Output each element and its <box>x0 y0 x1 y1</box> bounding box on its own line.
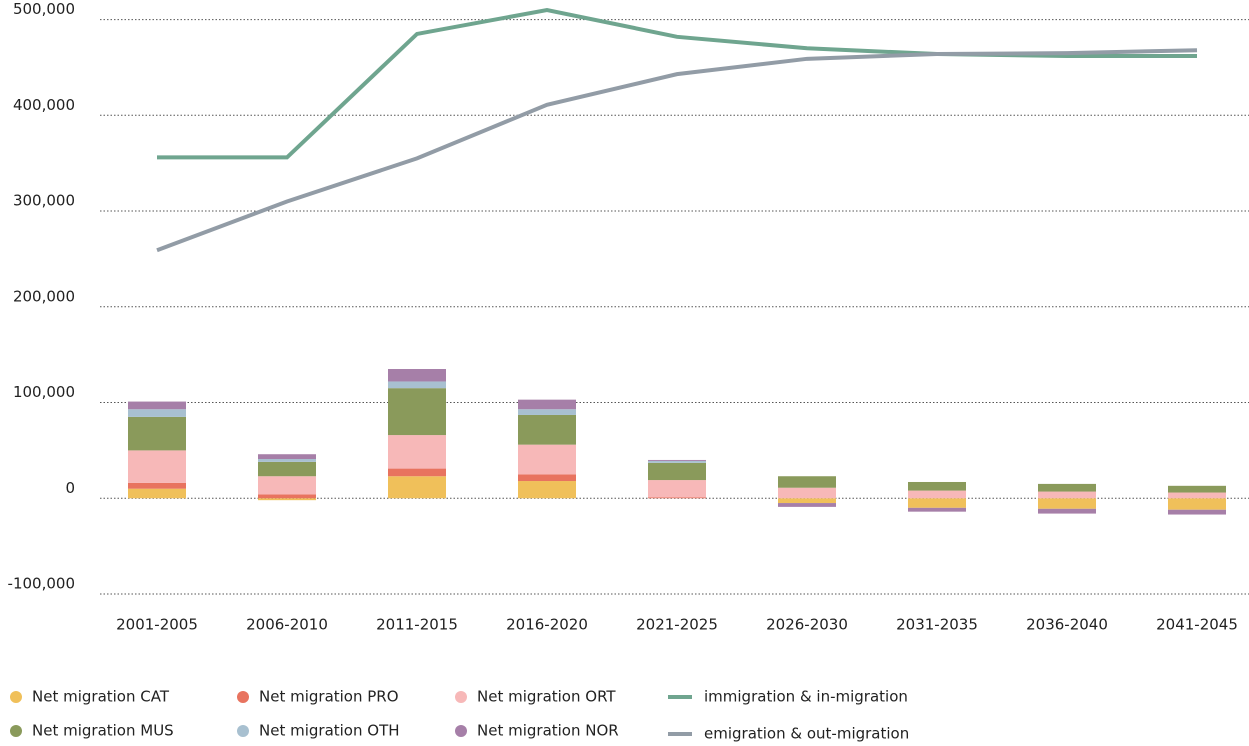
x-tick-label: 2041-2045 <box>1156 616 1238 634</box>
bar-segment <box>518 474 576 482</box>
x-tick-label: 2001-2005 <box>116 616 198 634</box>
bar-segment <box>648 459 706 461</box>
bar-segment <box>388 468 446 477</box>
x-tick-label: 2021-2025 <box>636 616 718 634</box>
legend-label: Net migration MUS <box>32 722 174 740</box>
bar-segment <box>778 498 836 504</box>
bar-segment <box>128 401 186 410</box>
bar-segment <box>128 409 186 417</box>
bar-segment <box>778 503 836 507</box>
bar-segment <box>648 460 706 463</box>
bar-segment <box>128 488 186 499</box>
y-tick-label: 400,000 <box>13 96 75 114</box>
legend-marker <box>10 691 22 703</box>
bar-segment <box>258 461 316 477</box>
bar-segment <box>1168 492 1226 499</box>
x-tick-label: 2006-2010 <box>246 616 328 634</box>
bar-segment <box>1038 491 1096 499</box>
bar-segment <box>388 435 446 469</box>
bar-segment <box>128 450 186 483</box>
bar-segment <box>1168 509 1226 515</box>
legend-label: Net migration PRO <box>259 688 399 706</box>
legend-label: Net migration ORT <box>477 688 616 706</box>
x-tick-label: 2011-2015 <box>376 616 458 634</box>
y-tick-label: -100,000 <box>8 575 75 593</box>
bar-segment <box>778 476 836 488</box>
legend-label: immigration & in-migration <box>704 688 908 706</box>
y-tick-label: 100,000 <box>13 383 75 401</box>
legend-label: Net migration OTH <box>259 722 400 740</box>
bar-segment <box>648 497 706 499</box>
bar-segment <box>388 476 446 499</box>
bar-segment <box>908 490 966 499</box>
bar-segment <box>258 498 316 501</box>
legend-label: Net migration CAT <box>32 688 170 706</box>
x-tick-label: 2036-2040 <box>1026 616 1108 634</box>
bar-segment <box>388 369 446 382</box>
bar-segment <box>1168 485 1226 493</box>
legend-label: Net migration NOR <box>477 722 619 740</box>
bar-segment <box>128 482 186 489</box>
bar-segment <box>388 381 446 389</box>
legend-marker <box>455 691 467 703</box>
legend-marker <box>237 691 249 703</box>
bar-segment <box>518 409 576 415</box>
line <box>157 7 1197 160</box>
bar-segment <box>388 388 446 436</box>
x-tick-label: 2016-2020 <box>506 616 588 634</box>
bar-segment <box>1168 498 1226 510</box>
bar-segment <box>258 459 316 462</box>
bar-segment <box>648 462 706 481</box>
bar-segment <box>258 454 316 460</box>
y-tick-label: 0 <box>65 479 75 497</box>
bar-segment <box>518 414 576 445</box>
bar-segment <box>128 416 186 451</box>
bar-segment <box>1038 483 1096 492</box>
y-tick-label: 300,000 <box>13 192 75 210</box>
legend-marker <box>455 725 467 737</box>
line <box>156 48 1198 253</box>
y-tick-label: 500,000 <box>13 0 75 18</box>
bar-segment <box>908 481 966 491</box>
bar-segment <box>258 494 316 499</box>
x-tick-label: 2031-2035 <box>896 616 978 634</box>
legend-marker <box>237 725 249 737</box>
bar-segment <box>1038 508 1096 514</box>
bar-segment <box>778 487 836 499</box>
bar-segment <box>648 480 706 498</box>
legend-label: emigration & out-migration <box>704 725 909 743</box>
bar-segment <box>518 481 576 499</box>
bar-segment <box>908 507 966 512</box>
legend-marker <box>10 725 22 737</box>
bar-segment <box>518 399 576 410</box>
bar-segment <box>1038 498 1096 509</box>
x-tick-label: 2026-2030 <box>766 616 848 634</box>
bar-segment <box>908 498 966 508</box>
bar-segment <box>258 476 316 495</box>
bar-segment <box>518 444 576 475</box>
y-tick-label: 200,000 <box>13 287 75 305</box>
